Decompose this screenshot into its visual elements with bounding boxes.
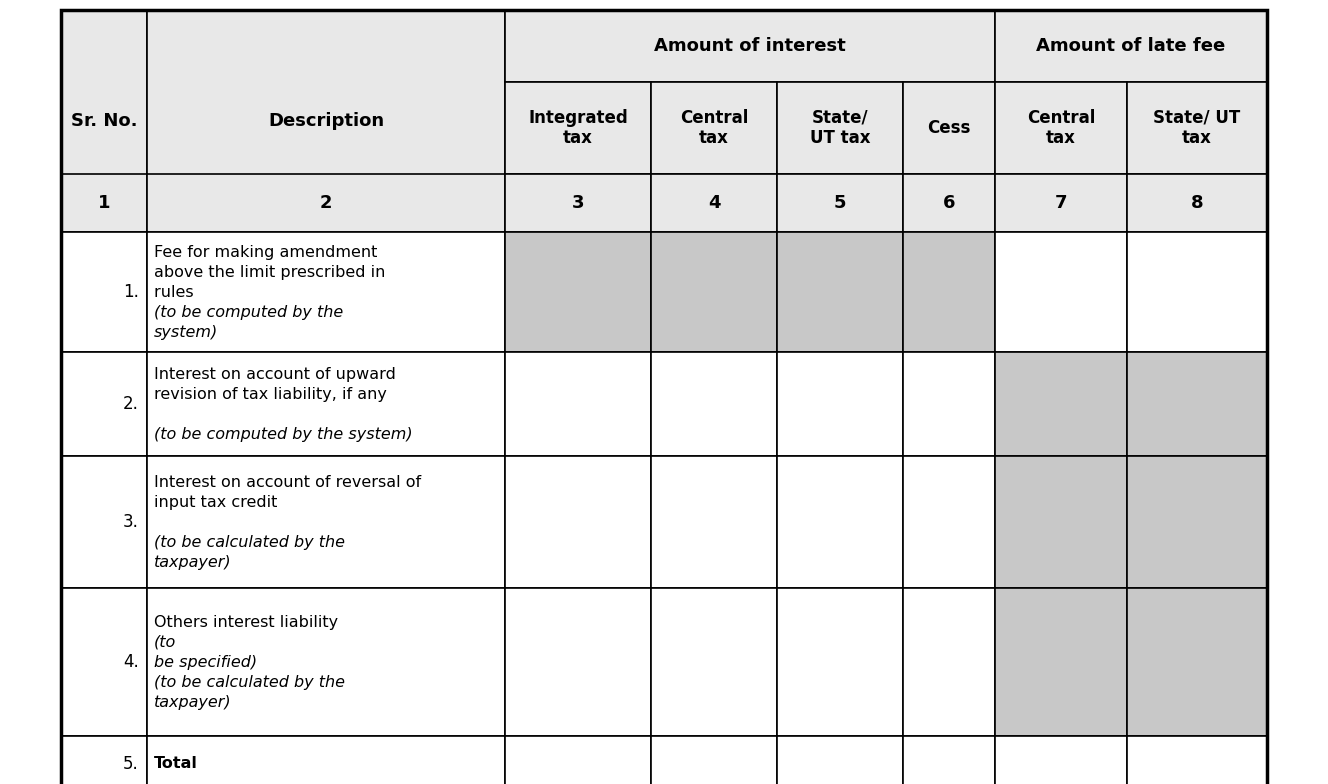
Text: 5.: 5.	[124, 755, 139, 773]
Text: Central
tax: Central tax	[1027, 109, 1096, 147]
Text: (to be computed by the: (to be computed by the	[154, 304, 343, 320]
Text: Interest on account of reversal of: Interest on account of reversal of	[154, 474, 421, 489]
Text: (to be calculated by the: (to be calculated by the	[154, 674, 345, 689]
Text: 7: 7	[1054, 194, 1068, 212]
Bar	[147, 588, 505, 736]
Bar	[505, 352, 651, 456]
Bar	[651, 82, 777, 174]
Bar	[1127, 736, 1267, 784]
Text: 8: 8	[1191, 194, 1203, 212]
Text: 1: 1	[98, 194, 110, 212]
Text: Total: Total	[154, 757, 198, 771]
Text: 5: 5	[834, 194, 846, 212]
Bar	[903, 174, 995, 232]
Text: revision of tax liability, if any: revision of tax liability, if any	[154, 387, 386, 401]
Bar	[995, 588, 1127, 736]
Bar	[651, 174, 777, 232]
Bar	[651, 456, 777, 588]
Bar	[505, 174, 651, 232]
Bar	[61, 10, 147, 232]
Text: 4: 4	[708, 194, 720, 212]
Bar	[903, 736, 995, 784]
Bar	[995, 82, 1127, 174]
Bar	[1127, 588, 1267, 736]
Bar	[505, 588, 651, 736]
Bar	[777, 174, 903, 232]
Bar	[147, 10, 505, 232]
Text: Central
tax: Central tax	[680, 109, 748, 147]
Bar	[1127, 232, 1267, 352]
Bar	[1127, 174, 1267, 232]
Bar	[505, 232, 651, 352]
Bar	[61, 232, 147, 352]
Text: (to be computed by the system): (to be computed by the system)	[154, 426, 413, 441]
Bar	[147, 174, 505, 232]
Text: Others interest liability: Others interest liability	[154, 615, 343, 630]
Text: Description: Description	[268, 112, 384, 130]
Bar	[505, 456, 651, 588]
Bar	[147, 352, 505, 456]
Bar	[777, 456, 903, 588]
Text: (to be calculated by the: (to be calculated by the	[154, 535, 345, 550]
Bar	[61, 174, 147, 232]
Bar	[651, 588, 777, 736]
Text: (to: (to	[154, 634, 177, 649]
Bar	[147, 736, 505, 784]
Bar	[777, 588, 903, 736]
Bar	[147, 456, 505, 588]
Bar	[995, 232, 1127, 352]
Bar	[505, 10, 995, 82]
Bar	[995, 352, 1127, 456]
Text: Fee for making amendment: Fee for making amendment	[154, 245, 377, 260]
Text: Cess: Cess	[927, 119, 971, 137]
Bar	[1127, 82, 1267, 174]
Text: taxpayer): taxpayer)	[154, 695, 231, 710]
Bar	[651, 232, 777, 352]
Text: input tax credit: input tax credit	[154, 495, 278, 510]
Text: State/ UT
tax: State/ UT tax	[1154, 109, 1240, 147]
Bar	[61, 588, 147, 736]
Bar	[505, 82, 651, 174]
Text: Amount of late fee: Amount of late fee	[1036, 37, 1226, 55]
Bar	[903, 82, 995, 174]
Text: Sr. No.: Sr. No.	[70, 112, 137, 130]
Text: 1.: 1.	[124, 283, 139, 301]
Bar	[995, 174, 1127, 232]
Bar	[147, 232, 505, 352]
Bar	[995, 456, 1127, 588]
Text: State/
UT tax: State/ UT tax	[810, 109, 870, 147]
Bar	[777, 736, 903, 784]
Bar	[995, 10, 1267, 82]
Bar	[903, 456, 995, 588]
Text: 3: 3	[572, 194, 584, 212]
Text: 4.: 4.	[124, 653, 139, 671]
Bar	[61, 736, 147, 784]
Text: rules: rules	[154, 285, 199, 299]
Bar	[995, 736, 1127, 784]
Bar	[777, 352, 903, 456]
Text: system): system)	[154, 325, 218, 339]
Bar	[777, 82, 903, 174]
Text: be specified): be specified)	[154, 655, 258, 670]
Text: Integrated
tax: Integrated tax	[529, 109, 628, 147]
Bar	[61, 456, 147, 588]
Text: Interest on account of upward: Interest on account of upward	[154, 366, 396, 382]
Bar	[61, 352, 147, 456]
Text: taxpayer): taxpayer)	[154, 554, 231, 569]
Text: 3.: 3.	[124, 513, 139, 531]
Bar	[903, 232, 995, 352]
Text: 2: 2	[320, 194, 332, 212]
Bar	[1127, 352, 1267, 456]
Bar	[903, 588, 995, 736]
Bar	[1127, 456, 1267, 588]
Text: 2.: 2.	[124, 395, 139, 413]
Bar	[903, 352, 995, 456]
Bar	[651, 352, 777, 456]
Bar	[505, 736, 651, 784]
Text: 6: 6	[943, 194, 955, 212]
Text: Amount of interest: Amount of interest	[655, 37, 846, 55]
Bar	[651, 736, 777, 784]
Text: above the limit prescribed in: above the limit prescribed in	[154, 264, 385, 280]
Bar	[777, 232, 903, 352]
